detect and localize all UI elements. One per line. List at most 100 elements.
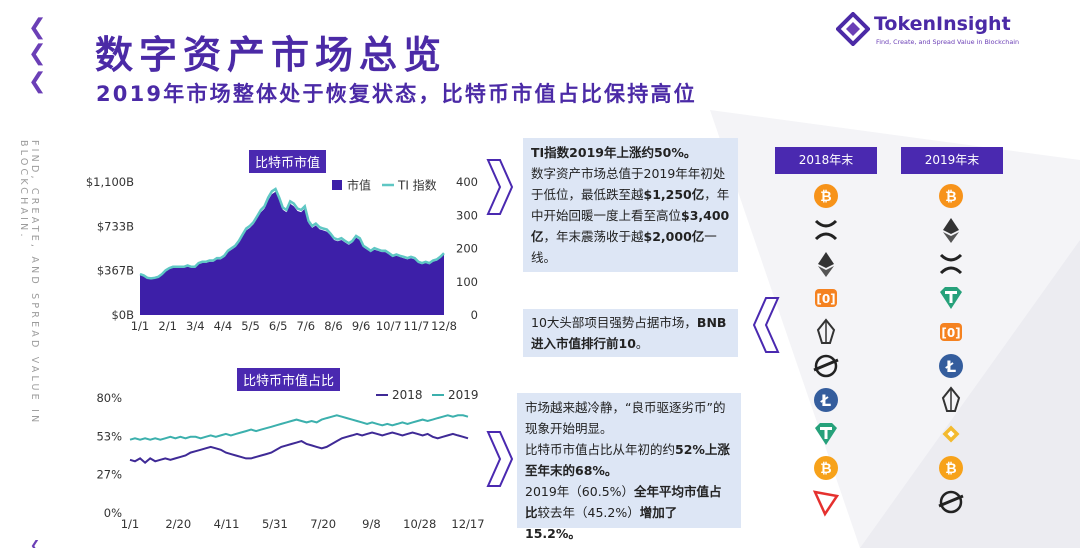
y-tick-label: 53% (96, 429, 122, 443)
tether-icon (815, 423, 837, 445)
market-cap-chart: $0B $367B $733B $1,100B 0 100 200 300 400 1/1 2/1 3… (86, 175, 478, 333)
x-tick-label: 5/5 (241, 319, 260, 333)
svg-text:Ł: Ł (820, 391, 831, 410)
note-top10: 10大头部项目强势占据市场，BNB进入市值排行前10。 (523, 309, 738, 357)
x-tick-label: 7/20 (310, 517, 336, 531)
market-cap-area (140, 191, 444, 315)
x-tick-label: 5/31 (262, 517, 288, 531)
x-tick-label: 12/8 (431, 319, 457, 333)
y-left-tick-label: $367B (97, 264, 134, 278)
x-tick-label: 7/6 (297, 319, 316, 333)
x-tick-label: 9/8 (362, 517, 381, 531)
svg-text:Ł: Ł (945, 357, 956, 376)
svg-text:₿: ₿ (945, 189, 956, 205)
x-tick-label: 4/11 (214, 517, 240, 531)
y-right-tick-label: 0 (471, 308, 478, 322)
tokeninsight-logo-icon (836, 12, 870, 46)
chevron-icon-1: ❮ (28, 15, 47, 40)
note1-body: 数字资产市场总值于2019年年初处于低位，最低跌至越$1,250亿，年中开始回暖… (531, 166, 730, 265)
stellar-icon (813, 354, 839, 378)
y-right-tick-label: 200 (456, 242, 478, 256)
brand-tagline: Find, Create, and Spread Value in Blockc… (876, 38, 1020, 46)
brand-logo: TokenInsight Find, Create, and Spread Va… (836, 10, 1026, 50)
x-tick-label: 2/20 (165, 517, 191, 531)
legend-swatch-market-cap (332, 180, 342, 190)
bitcoin-icon: ₿ (814, 184, 838, 208)
ranking-2019-column: ₿ [0] Ł ₿ (936, 181, 976, 521)
note1-headline: TI指数2019年上涨约50%。 (531, 145, 697, 160)
xrp-icon (939, 253, 963, 275)
note-index-summary: TI指数2019年上涨约50%。 数字资产市场总值于2019年年初处于低位，最低… (523, 138, 738, 272)
side-arrows-decoration: ❮ ❮ ❮ (28, 16, 54, 102)
background-shape (710, 110, 1080, 548)
svg-text:₿: ₿ (945, 461, 956, 477)
side-slogan: FIND, CREATE, AND SPREAD VALUE IN BLOCKC… (18, 140, 40, 426)
xrp-icon (814, 219, 838, 241)
arrow-right-icon-1 (486, 159, 514, 215)
dominance-chart: 0% 27% 53% 80% 1/1 2/20 4/11 5/31 7/20 9/8 10/28 12… (96, 388, 484, 531)
x-tick-label: 8/6 (324, 319, 343, 333)
legend-label-2018: 2018 (392, 388, 423, 402)
y-right-tick-label: 100 (456, 275, 478, 289)
ti-index-line (139, 187, 445, 280)
y-tick-label: 0% (104, 506, 122, 520)
chart2-title: 比特币市值占比 (237, 368, 341, 391)
brand-name: TokenInsight (874, 13, 1011, 35)
usdt-icon: [0] (940, 323, 962, 341)
chevron-icon-bottom: ❮ (30, 538, 41, 548)
litecoin-icon: Ł (939, 354, 963, 378)
note3-p1: 市场越来越冷静，“良币驱逐劣币”的现象开始明显。 (525, 400, 726, 436)
svg-text:₿: ₿ (820, 189, 831, 205)
x-tick-label: 12/17 (451, 517, 484, 531)
y-left-tick-label: $0B (111, 308, 134, 322)
page-title: 数字资产市场总览 (95, 33, 448, 77)
y-right-tick-label: 300 (456, 208, 478, 222)
y-tick-label: 80% (96, 391, 122, 405)
bitcoin-cash-icon: ₿ (814, 456, 838, 480)
note-dominance: 市场越来越冷静，“良币驱逐劣币”的现象开始明显。 比特币市值占比从年初的约52%… (517, 393, 741, 541)
stellar-icon (938, 490, 964, 514)
header-2018: 2018年末 (775, 147, 877, 174)
svg-text:₿: ₿ (820, 461, 831, 477)
x-tick-label: 2/1 (158, 319, 177, 333)
note3-p2: 比特币市值占比从年初的约52%上涨至年末的68%。 (525, 442, 730, 478)
bitcoin-icon: ₿ (939, 184, 963, 208)
y-left-tick-label: $1,100B (86, 175, 134, 189)
eos-icon (941, 386, 961, 412)
usdt-icon: [0] (815, 289, 837, 307)
header-2019: 2019年末 (901, 147, 1003, 174)
page-subtitle: 2019年市场整体处于恢复状态，比特币市值占比保持高位 (96, 82, 697, 106)
x-tick-label: 10/28 (403, 517, 436, 531)
x-tick-label: 6/5 (269, 319, 288, 333)
svg-text:[0]: [0] (941, 326, 960, 340)
x-tick-label: 4/4 (214, 319, 233, 333)
chevron-icon-2: ❮ (28, 41, 47, 66)
ethereum-icon (818, 252, 834, 277)
legend-label-2019: 2019 (448, 388, 479, 402)
litecoin-icon: Ł (814, 388, 838, 412)
chevron-icon-3: ❮ (28, 69, 47, 94)
x-tick-label: 11/7 (403, 319, 429, 333)
svg-text:[0]: [0] (816, 292, 835, 306)
tether-icon (940, 287, 962, 309)
bitcoin-cash-icon: ₿ (939, 456, 963, 480)
legend-label-market-cap: 市值 (347, 178, 371, 193)
arrow-left-icon (752, 297, 780, 353)
y-left-tick-label: $733B (97, 219, 134, 233)
x-tick-label: 9/6 (352, 319, 371, 333)
y-tick-label: 27% (96, 468, 122, 482)
x-tick-label: 10/7 (376, 319, 402, 333)
eos-icon (816, 318, 836, 344)
note3-p3: 2019年（60.5%）全年平均市值占比较去年（45.2%）增加了15.2%。 (525, 484, 722, 541)
tron-icon (812, 490, 840, 517)
x-tick-label: 1/1 (131, 319, 150, 333)
bnb-icon (942, 425, 960, 443)
legend-label-ti-index: TI 指数 (397, 178, 437, 193)
ranking-2018-column: ₿ [0] Ł ₿ (811, 181, 851, 521)
chart1-title: 比特币市值 (249, 150, 327, 173)
arrow-right-icon-2 (486, 431, 514, 487)
y-right-tick-label: 400 (456, 175, 478, 189)
ethereum-icon (943, 218, 959, 243)
series-line-2019 (129, 414, 469, 441)
series-line-2018 (129, 431, 469, 465)
